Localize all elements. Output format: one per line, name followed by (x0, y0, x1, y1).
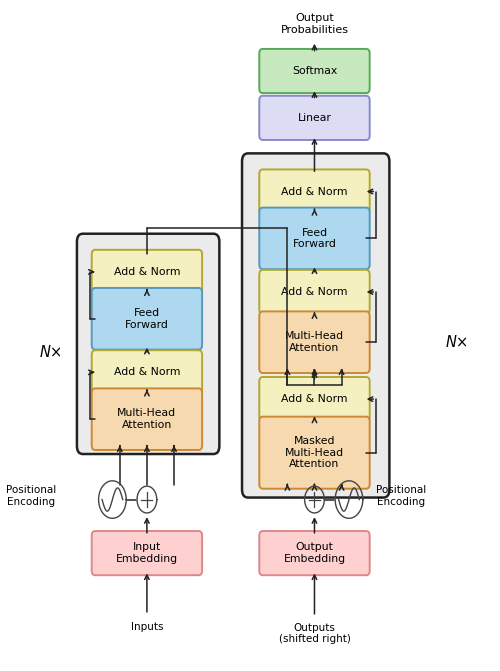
Text: Add & Norm: Add & Norm (281, 187, 347, 197)
Text: Multi-Head
Attention: Multi-Head Attention (285, 331, 344, 353)
FancyBboxPatch shape (260, 531, 370, 575)
Text: Add & Norm: Add & Norm (281, 287, 347, 297)
FancyBboxPatch shape (260, 417, 370, 488)
Text: Feed
Forward: Feed Forward (292, 227, 337, 249)
Text: Add & Norm: Add & Norm (114, 267, 180, 277)
FancyBboxPatch shape (92, 350, 202, 395)
FancyBboxPatch shape (92, 250, 202, 294)
FancyBboxPatch shape (92, 389, 202, 450)
FancyBboxPatch shape (92, 288, 202, 350)
Text: Positional
Encoding: Positional Encoding (6, 485, 56, 507)
FancyBboxPatch shape (242, 154, 390, 497)
Text: Output
Embedding: Output Embedding (284, 542, 346, 564)
Text: N×: N× (446, 335, 469, 350)
FancyBboxPatch shape (260, 170, 370, 213)
Text: Masked
Multi-Head
Attention: Masked Multi-Head Attention (285, 436, 344, 469)
Text: Positional
Encoding: Positional Encoding (376, 485, 426, 507)
Text: N×: N× (39, 345, 62, 360)
Text: Feed
Forward: Feed Forward (125, 308, 169, 329)
FancyBboxPatch shape (260, 311, 370, 373)
Text: Add & Norm: Add & Norm (281, 394, 347, 404)
Text: Multi-Head
Attention: Multi-Head Attention (118, 409, 176, 430)
FancyBboxPatch shape (260, 49, 370, 93)
FancyBboxPatch shape (260, 270, 370, 314)
FancyBboxPatch shape (92, 531, 202, 575)
Text: Inputs: Inputs (130, 622, 163, 632)
Text: Output
Probabilities: Output Probabilities (280, 13, 348, 35)
Text: Add & Norm: Add & Norm (114, 367, 180, 377)
Text: Input
Embedding: Input Embedding (116, 542, 178, 564)
FancyBboxPatch shape (260, 96, 370, 140)
FancyBboxPatch shape (260, 207, 370, 269)
Text: Softmax: Softmax (292, 66, 337, 76)
FancyBboxPatch shape (77, 234, 220, 454)
Text: Linear: Linear (298, 113, 332, 123)
Text: Outputs
(shifted right): Outputs (shifted right) (278, 623, 350, 644)
FancyBboxPatch shape (260, 377, 370, 421)
